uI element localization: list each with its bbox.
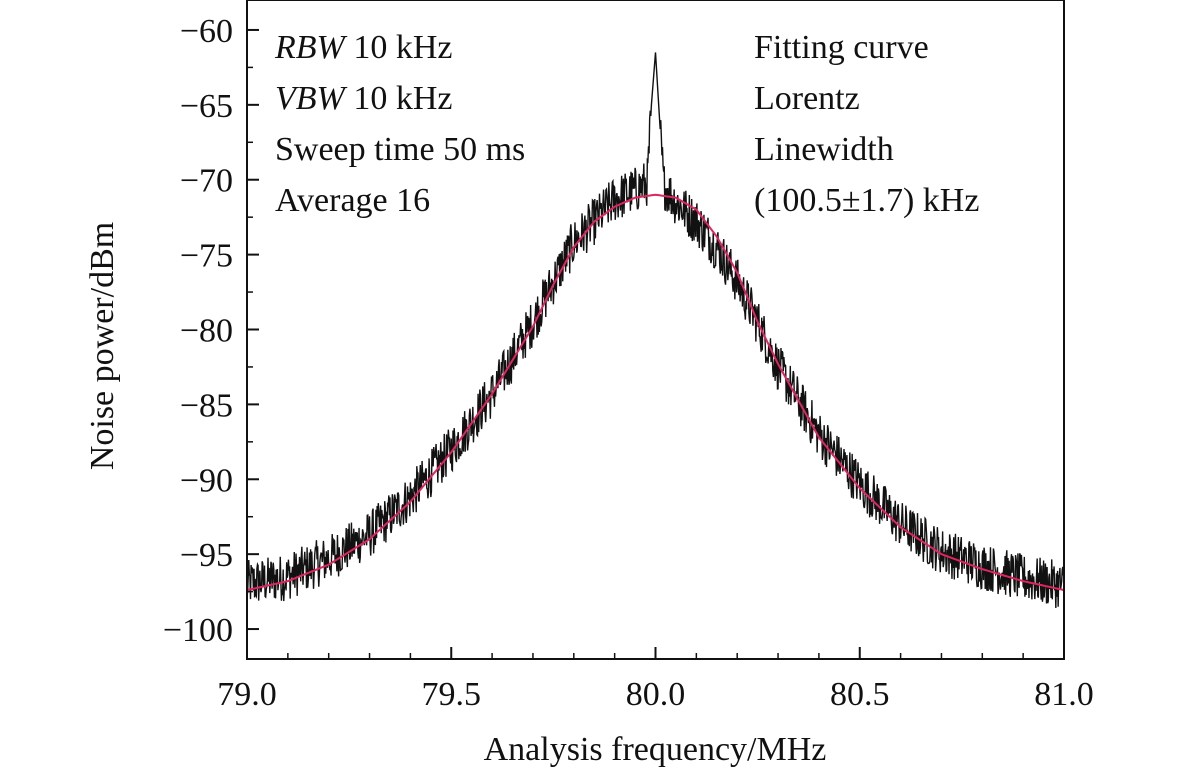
annotation-left-line: Sweep time 50 ms	[275, 131, 525, 168]
x-tick-label: 79.0	[217, 676, 277, 713]
x-tick-label: 81.0	[1034, 676, 1094, 713]
annotation-left-line: VBW 10 kHz	[275, 80, 453, 117]
y-tick-label: −65	[180, 88, 233, 125]
annotation-left-line: RBW 10 kHz	[274, 29, 453, 66]
annotation-right-line: Fitting curve	[754, 29, 929, 66]
y-tick-label: −75	[180, 238, 233, 275]
x-tick-label: 79.5	[422, 676, 482, 713]
annotation-right-line: Linewidth	[754, 131, 894, 168]
annotation-left-line: Average 16	[275, 182, 430, 219]
y-tick-label: −60	[180, 13, 233, 50]
y-tick-label: −95	[180, 537, 233, 574]
x-axis-label: Analysis frequency/MHz	[484, 731, 827, 768]
measured-trace	[246, 52, 1065, 609]
y-tick-label: −80	[180, 313, 233, 350]
series-layer	[246, 52, 1065, 609]
annotation-left: RBW 10 kHz VBW 10 kHz Sweep time 50 ms Aver…	[274, 29, 525, 219]
y-axis-label: Noise power/dBm	[84, 222, 121, 470]
x-tick-label: 80.5	[830, 676, 890, 713]
annotation-right-line: Lorentz	[754, 80, 860, 117]
y-tick-label: −70	[180, 163, 233, 200]
labels-layer: 79.0 79.5 80.0 80.5 81.0 −60 −65 −70 −75 −80 −85 −9…	[163, 13, 1094, 713]
y-tick-label: −100	[163, 612, 233, 649]
ticks-layer	[246, 28, 1065, 659]
y-tick-label: −85	[180, 387, 233, 424]
x-tick-label: 80.0	[626, 676, 686, 713]
annotation-right: Fitting curve Lorentz Linewidth (100.5±1.7)…	[754, 29, 979, 219]
annotation-right-line: (100.5±1.7) kHz	[754, 182, 979, 219]
y-tick-label: −90	[180, 462, 233, 499]
lorentz-fit-curve	[246, 193, 1065, 592]
